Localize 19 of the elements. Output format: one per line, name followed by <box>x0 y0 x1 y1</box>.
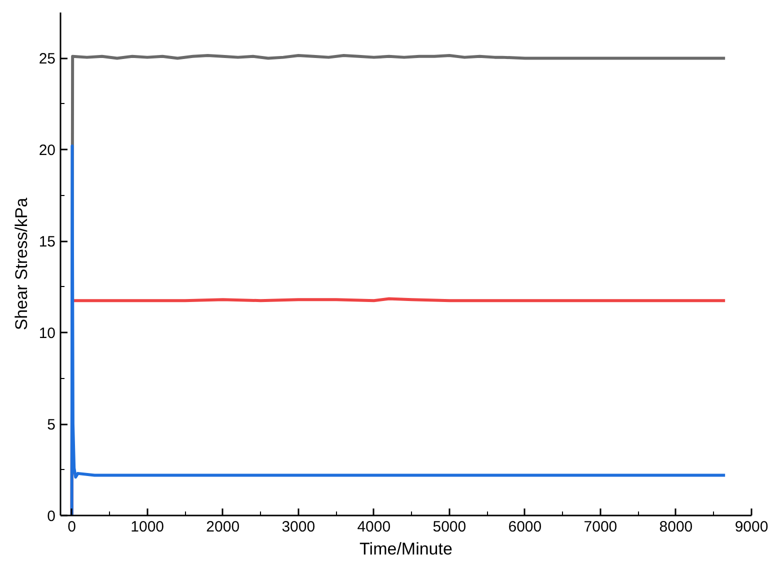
y-axis-title: Shear Stress/kPa <box>12 197 31 330</box>
y-tick-label: 5 <box>47 416 56 434</box>
x-tick-label: 9000 <box>734 518 768 536</box>
x-axis-title: Time/Minute <box>360 540 452 558</box>
x-tick-label: 4000 <box>357 518 391 536</box>
x-tick-label: 0 <box>68 518 76 536</box>
x-tick-label: 8000 <box>659 518 693 536</box>
x-tick-label: 2000 <box>206 518 240 536</box>
x-tick-label: 1000 <box>130 518 164 536</box>
x-tick-label: 3000 <box>282 518 316 536</box>
line-series <box>70 144 727 516</box>
y-tick-label: 20 <box>38 142 56 160</box>
x-tick-label: 7000 <box>584 518 618 536</box>
y-tick-label: 15 <box>38 234 56 251</box>
x-tick-label: 6000 <box>508 518 542 536</box>
x-tick-label: 5000 <box>432 518 466 536</box>
y-tick-label: 0 <box>47 508 56 525</box>
y-tick-label: 10 <box>38 325 56 342</box>
y-tick-label: 25 <box>38 50 56 68</box>
